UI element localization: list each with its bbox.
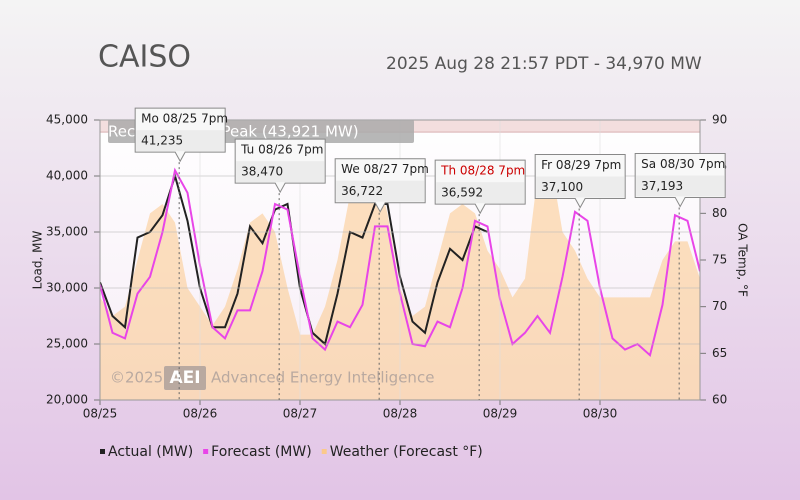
watermark-year: ©2025 [110,369,163,387]
y-axis-label: Load, MW [31,231,45,290]
x-tick-label: 08/30 [583,407,618,421]
x-tick-label: 08/25 [83,407,118,421]
x-tick-label: 08/26 [183,407,218,421]
y-tick-label: 30,000 [46,281,88,295]
watermark-logo-bg [164,366,206,390]
y-tick-label: 25,000 [46,337,88,351]
y2-axis-label: OA Temp, °F [736,223,750,297]
callout-value: 36,722 [341,184,383,198]
y-tick-label: 35,000 [46,225,88,239]
callout-day: Sa 08/30 7pm [641,157,725,171]
legend-label: Forecast (MW) [211,444,312,460]
callout-body [436,182,525,204]
y2-tick-label: 65 [712,346,727,360]
callout-body [336,180,425,202]
watermark-name: Advanced Energy Intelligence [211,369,434,387]
callout-body [136,130,225,152]
x-tick-label: 08/27 [283,407,318,421]
x-tick-label: 08/29 [483,407,518,421]
legend-label: Actual (MW) [108,444,193,460]
callout-day: Fr 08/29 7pm [541,158,621,172]
y2-tick-label: 75 [712,253,727,267]
callout-day: Mo 08/25 7pm [141,112,228,126]
overlay-layer: 20,000 25,000 30,000 35,000 40,000 45,000 60 65… [46,107,727,460]
callout-body [236,161,325,183]
callout-value: 41,235 [141,134,183,148]
y-tick-label: 40,000 [46,169,88,183]
y2-tick-label: 90 [712,113,727,127]
legend-swatch [203,449,209,454]
callout-day: Th 08/28 7pm [440,164,525,178]
legend-swatch [100,449,105,454]
x-tick-label: 08/28 [383,407,418,421]
callout-value: 37,100 [541,180,583,194]
callout-value: 37,193 [641,179,683,193]
y2-tick-label: 60 [712,393,727,407]
y-tick-label: 20,000 [46,393,88,407]
y2-tick-label: 80 [712,206,727,220]
y-tick-label: 45,000 [46,113,88,127]
callout-body [636,175,725,197]
y2-tick-label: 70 [712,299,727,313]
weather-area [100,157,700,400]
watermark-logo: AEI [169,368,200,388]
legend-swatch [321,449,327,454]
chart-title: CAISO [98,40,191,75]
callout-day: We 08/27 7pm [341,162,429,176]
legend-label: Weather (Forecast °F) [330,444,483,460]
chart-subtitle: 2025 Aug 28 21:57 PDT - 34,970 MW [386,54,702,74]
callout-day: Tu 08/26 7pm [240,143,323,157]
callout-body [536,176,625,198]
callout-value: 36,592 [441,186,483,200]
callout-value: 38,470 [241,165,283,179]
